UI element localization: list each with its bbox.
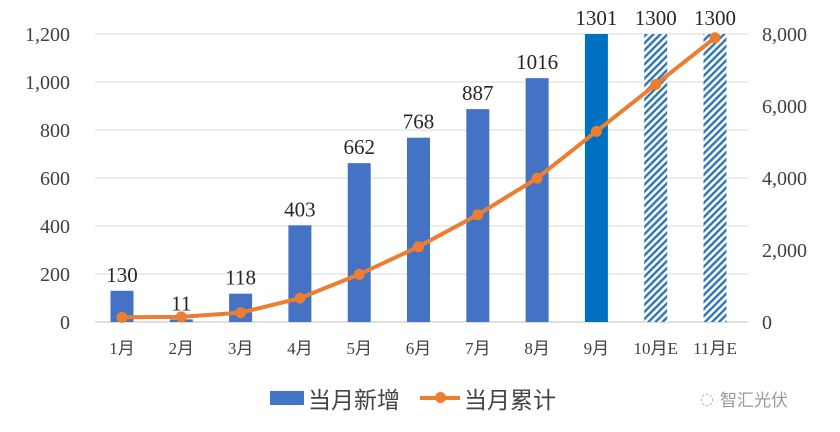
data-label: 662	[343, 135, 375, 159]
line-point	[531, 172, 543, 184]
right-tick-label: 2,000	[762, 240, 807, 262]
left-tick-label: 400	[40, 216, 70, 238]
line-point	[650, 79, 662, 91]
data-label: 11	[171, 291, 191, 315]
x-tick-label: 2月	[169, 339, 195, 358]
bar	[644, 34, 668, 322]
x-tick-label: 10月E	[634, 339, 678, 358]
bar	[584, 34, 608, 322]
x-tick-label: 8月	[524, 339, 550, 358]
x-tick-label: 4月	[287, 339, 313, 358]
legend-item-monthly[interactable]: 当月新增	[270, 381, 400, 415]
data-label: 403	[284, 197, 316, 221]
legend-line-label: 当月累计	[464, 388, 556, 414]
wechat-icon: ◌	[700, 389, 714, 408]
legend-bar-label: 当月新增	[308, 388, 400, 414]
data-label: 887	[462, 81, 494, 105]
legend-bar-swatch	[270, 391, 304, 405]
x-tick-label: 7月	[465, 339, 491, 358]
left-tick-label: 1,000	[25, 72, 70, 94]
data-label: 768	[403, 110, 435, 134]
watermark: ◌ 智汇光伏	[700, 386, 788, 411]
data-label: 1301	[575, 6, 617, 30]
left-tick-label: 0	[60, 312, 70, 334]
legend: 当月新增 当月累计	[270, 381, 576, 415]
x-tick-label: 5月	[346, 339, 372, 358]
bar	[288, 225, 312, 322]
left-tick-label: 600	[40, 168, 70, 190]
left-tick-label: 800	[40, 120, 70, 142]
bar	[703, 34, 727, 322]
line-point	[235, 307, 247, 319]
line-point	[175, 311, 187, 323]
line-point	[590, 125, 602, 137]
bar	[525, 78, 549, 322]
right-tick-label: 6,000	[762, 96, 807, 118]
data-label: 118	[225, 266, 256, 290]
line-point	[709, 32, 721, 44]
data-label: 1016	[516, 50, 558, 74]
left-tick-label: 1,200	[25, 24, 70, 46]
bar	[110, 290, 134, 322]
legend-line-swatch	[420, 392, 460, 403]
bar	[347, 163, 371, 322]
line-point	[472, 209, 484, 221]
x-tick-label: 1月	[109, 339, 135, 358]
right-tick-label: 8,000	[762, 24, 807, 46]
x-tick-label: 3月	[228, 339, 254, 358]
line-point	[294, 292, 306, 304]
left-tick-label: 200	[40, 264, 70, 286]
watermark-text: 智汇光伏	[719, 391, 788, 411]
data-label: 1300	[694, 6, 736, 30]
right-tick-label: 4,000	[762, 168, 807, 190]
x-tick-label: 9月	[584, 339, 610, 358]
line-point	[413, 241, 424, 253]
x-tick-label: 11月E	[693, 339, 737, 358]
right-tick-label: 0	[762, 312, 772, 334]
data-label: 1300	[635, 6, 677, 30]
data-label: 130	[106, 263, 138, 287]
line-point	[353, 268, 365, 280]
bar	[407, 137, 430, 322]
legend-item-cumulative[interactable]: 当月累计	[420, 381, 556, 415]
line-point	[116, 311, 128, 323]
x-tick-label: 6月	[406, 339, 432, 358]
